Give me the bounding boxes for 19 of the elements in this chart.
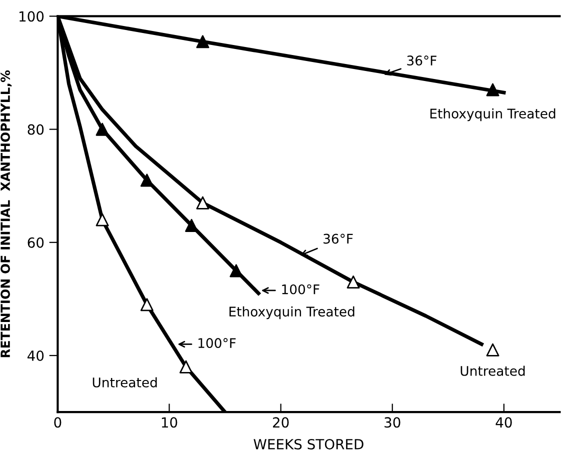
y-tick-label: 40 xyxy=(28,350,44,361)
x-axis-title: WEEKS STORED xyxy=(254,438,364,450)
annotation: Ethoxyquin Treated xyxy=(230,306,354,320)
annotation: 36°F xyxy=(324,234,353,244)
x-tick-label: 10 xyxy=(162,417,178,428)
x-tick-label: 40 xyxy=(496,417,512,428)
annotation: 100°F xyxy=(282,284,320,294)
y-tick-label: 80 xyxy=(28,124,44,135)
annotation: 36°F xyxy=(407,56,436,66)
annotation: 100°F xyxy=(198,338,236,348)
annotation: Untreated xyxy=(460,366,525,376)
x-tick-label: 30 xyxy=(384,417,400,428)
y-axis-title: RETENTION OF INITIAL XANTHOPHYLL,% xyxy=(0,70,12,358)
annotation: Untreated xyxy=(92,377,157,388)
x-tick-label: 0 xyxy=(54,417,62,428)
x-tick-label: 20 xyxy=(272,417,289,428)
y-tick-label: 60 xyxy=(28,237,44,248)
y-tick-label: 100 xyxy=(20,11,44,22)
annotation: Ethoxyquin Treated xyxy=(430,108,556,122)
